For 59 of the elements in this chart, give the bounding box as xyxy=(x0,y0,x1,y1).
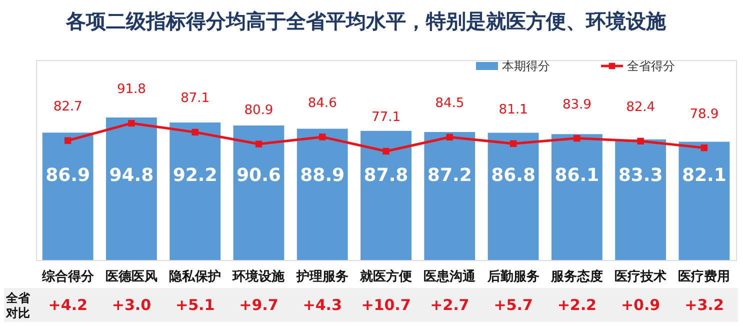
text: +2.7 xyxy=(430,296,470,314)
data-label: 87.1 xyxy=(180,91,210,106)
data-label: 82.4 xyxy=(626,100,656,116)
x-tick-label: 医德医风 xyxy=(105,270,158,284)
point xyxy=(446,134,453,140)
data-label: 87.8 xyxy=(364,165,408,186)
x-tick-label: 医患沟通 xyxy=(424,268,477,284)
text: 全省对比 xyxy=(5,291,31,320)
data-label: 83.3 xyxy=(618,165,663,186)
x-tick-label: 就医方便 xyxy=(359,268,412,284)
legend-label: 全省得分 xyxy=(627,59,675,73)
data-label: 81.1 xyxy=(498,102,528,118)
text: +5.7 xyxy=(494,296,533,314)
point xyxy=(319,134,326,140)
x-tick-label: 隐私保护 xyxy=(169,268,222,284)
text: +4.3 xyxy=(302,296,342,314)
data-label: 82.7 xyxy=(53,100,82,115)
x-tick-label: 后勤服务 xyxy=(486,268,540,284)
point xyxy=(510,140,517,147)
text: +2.2 xyxy=(557,296,596,314)
x-tick-label: 服务态度 xyxy=(550,268,603,284)
data-label: 91.8 xyxy=(116,82,146,98)
text: +3.0 xyxy=(112,296,152,314)
data-label: 84.6 xyxy=(308,96,337,111)
data-label: 87.2 xyxy=(427,165,472,186)
point xyxy=(574,134,580,142)
text: +10.7 xyxy=(361,296,411,314)
point xyxy=(255,140,262,148)
text: +9.7 xyxy=(239,296,278,314)
point xyxy=(192,128,198,136)
data-label: 82.1 xyxy=(682,165,726,186)
data-label: 83.9 xyxy=(562,97,592,112)
text: +3.2 xyxy=(684,296,724,314)
x-tick-label: 医疗技术 xyxy=(614,268,667,284)
point xyxy=(700,144,708,152)
data-label: 77.1 xyxy=(372,110,400,126)
point xyxy=(382,148,390,155)
data-label: 90.6 xyxy=(236,165,281,186)
text: +0.9 xyxy=(620,296,660,314)
x-tick-label: 医疗费用 xyxy=(678,268,730,284)
data-label: 86.9 xyxy=(46,165,90,186)
x-tick-label: 护理服务 xyxy=(295,268,348,284)
data-label: 88.9 xyxy=(300,165,345,186)
chart-title: 各项二级指标得分均高于全省平均水平，特别是就医方便、环境设施 xyxy=(65,9,666,33)
legend-label: 本期得分 xyxy=(502,59,550,73)
data-label: 84.5 xyxy=(435,96,464,112)
data-label: 80.9 xyxy=(244,103,274,118)
point xyxy=(637,138,644,144)
text: +4.2 xyxy=(48,296,88,314)
x-tick-label: 综合得分 xyxy=(40,268,95,284)
x-tick-label: 环境设施 xyxy=(232,268,286,284)
data-label: 92.2 xyxy=(172,165,218,186)
point xyxy=(64,137,72,144)
point xyxy=(128,120,135,127)
data-label: 94.8 xyxy=(109,165,154,186)
text: +5.1 xyxy=(176,296,215,314)
data-label: 86.1 xyxy=(554,165,600,186)
data-label: 86.8 xyxy=(491,165,536,186)
data-label: 78.9 xyxy=(690,106,719,122)
